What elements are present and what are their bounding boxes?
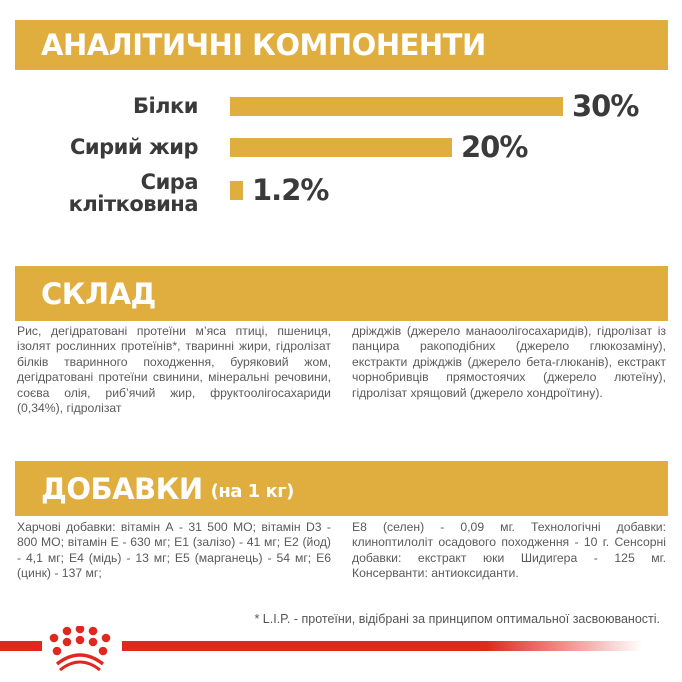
- category-label-fibre-line1: Сира: [140, 170, 199, 194]
- composition-title: СКЛАД: [41, 276, 156, 311]
- composition-text-right: дріжджів (джерело манаоолігосахаридів), …: [352, 324, 666, 400]
- composition-text-left: Рис, дегідратовані протеїни м’яса птиці,…: [17, 324, 331, 416]
- category-label-protein: Білки: [132, 94, 199, 118]
- additives-text-right: Е8 (селен) - 0,09 мг. Технологічні добав…: [352, 520, 666, 581]
- composition-header: СКЛАД: [15, 266, 668, 321]
- analytics-header: АНАЛІТИЧНІ КОМПОНЕНТИ: [15, 20, 668, 70]
- additives-title: ДОБАВКИ: [41, 471, 203, 506]
- bar-fibre: [230, 181, 243, 200]
- bar-fat: [230, 138, 452, 157]
- footnote: * L.I.P. - протеїни, відібрані за принци…: [254, 612, 660, 626]
- analytics-title: АНАЛІТИЧНІ КОМПОНЕНТИ: [41, 28, 486, 62]
- additives-header: ДОБАВКИ (на 1 кг): [15, 461, 668, 516]
- value-label-protein: 30%: [572, 89, 639, 123]
- brand-line-left: [0, 641, 42, 651]
- value-label-fibre: 1.2%: [252, 173, 329, 207]
- category-label-fat: Сирий жир: [69, 135, 199, 159]
- value-label-fat: 20%: [461, 130, 528, 164]
- brand-line-right: [122, 641, 642, 651]
- category-label-fibre: Сира клітковина: [68, 170, 199, 216]
- bar-protein: [230, 97, 563, 116]
- additives-subtitle: (на 1 кг): [210, 481, 295, 502]
- royal-canin-crown-logo-icon: [49, 626, 111, 672]
- category-label-fibre-line2: клітковина: [68, 192, 199, 216]
- additives-text-left: Харчові добавки: вітамін А - 31 500 МО; …: [17, 520, 331, 581]
